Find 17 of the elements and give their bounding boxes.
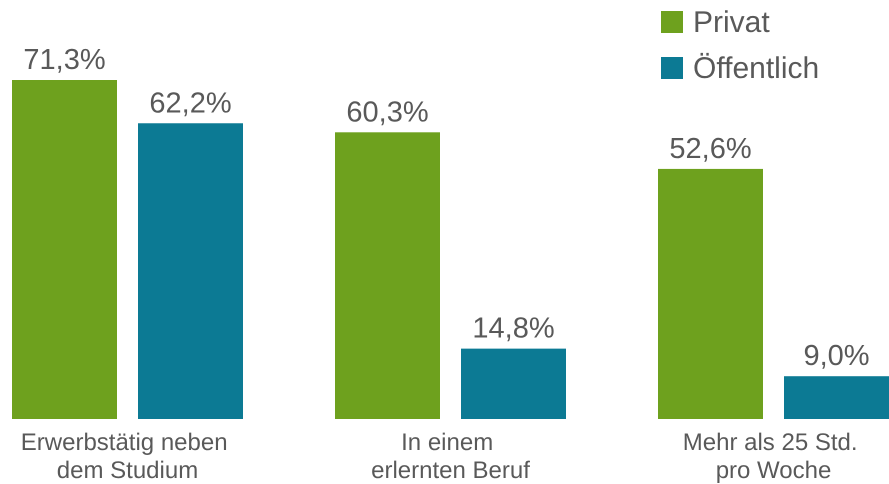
bar [784, 376, 889, 419]
x-tick-label: Mehr als 25 Std. pro Woche [682, 429, 864, 484]
legend-label: Privat [693, 6, 770, 39]
data-label: 9,0% [803, 340, 870, 372]
x-tick-label: Erwerbstätig neben dem Studium [20, 429, 234, 484]
data-label: 60,3% [346, 96, 429, 128]
bar [335, 132, 440, 419]
data-label: 14,8% [472, 312, 555, 345]
data-label: 62,2% [149, 87, 232, 120]
data-label: 71,3% [23, 44, 106, 76]
data-label: 52,6% [669, 132, 752, 165]
bar [12, 80, 117, 419]
bar [461, 348, 566, 419]
bar [658, 168, 763, 419]
x-tick-label: In einem erlernten Beruf [371, 429, 530, 484]
bar [138, 123, 243, 419]
legend-label: Öffentlich [693, 52, 820, 85]
